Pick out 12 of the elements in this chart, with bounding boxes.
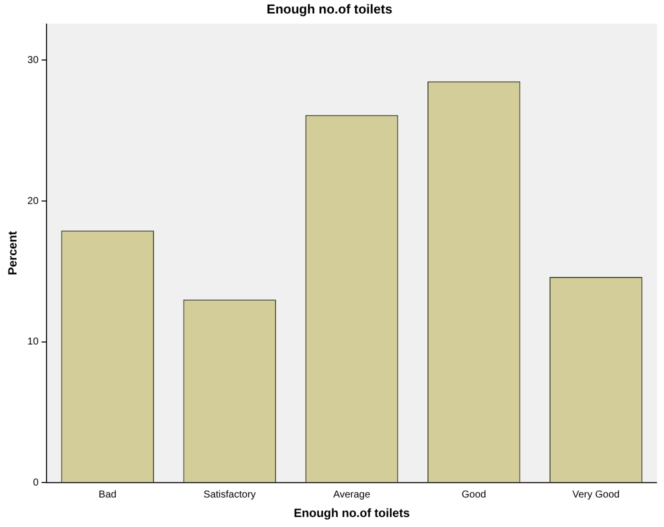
x-tick-label: Very Good — [572, 489, 620, 500]
x-tick-label: Average — [333, 489, 371, 500]
y-tick-label: 20 — [27, 196, 39, 207]
y-tick-label: 10 — [27, 336, 39, 348]
x-tick-label: Satisfactory — [204, 489, 256, 500]
x-axis-title: Enough no.of toilets — [294, 506, 410, 520]
y-tick-label: 0 — [32, 477, 39, 488]
x-tick-label: Good — [462, 489, 486, 500]
y-axis-title: Percent — [6, 231, 20, 276]
chart-title: Enough no.of toilets — [266, 1, 392, 16]
y-tick-label: 30 — [27, 54, 39, 66]
x-tick-label: Bad — [98, 489, 116, 500]
